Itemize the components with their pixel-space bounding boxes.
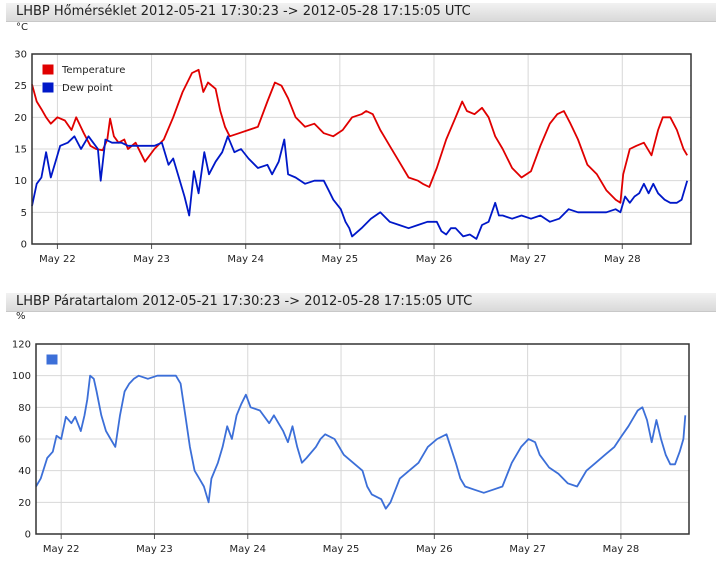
y-tick-label: 40 <box>18 466 31 477</box>
legend-swatch <box>41 81 55 94</box>
temperature-chart: 0 5 10 15 20 25 30 May 22 May 23 May 24 May 25 May … <box>14 50 692 265</box>
humidity-series-line <box>35 374 687 510</box>
temperature-series-temperature <box>31 68 688 204</box>
humidity-chart-panel: LHBP Páratartalom 2012-05-21 17:30:23 ->… <box>0 290 722 561</box>
temperature-y-unit: °C <box>16 22 28 33</box>
humidity-y-unit: % <box>16 311 26 322</box>
y-tick-label: 15 <box>14 145 27 156</box>
legend-label: Dew point <box>62 83 113 94</box>
y-tick-label: 20 <box>18 498 31 509</box>
plot-frame <box>35 343 690 535</box>
y-tick-label: 25 <box>14 81 27 92</box>
temperature-chart-panel: LHBP Hőmérséklet 2012-05-21 17:30:23 -> … <box>6 3 716 265</box>
x-tick-label: May 26 <box>416 544 453 555</box>
humidity-chart: 0 20 40 60 80 100 120 May 22 May 23 May 24 May 25 M… <box>12 340 690 555</box>
y-tick-label: 60 <box>18 435 31 446</box>
humidity-chart-title-bar: LHBP Páratartalom 2012-05-21 17:30:23 ->… <box>6 293 716 312</box>
humidity-legend <box>45 353 59 366</box>
y-tick-label: 10 <box>14 176 27 187</box>
temperature-chart-title-bar: LHBP Hőmérséklet 2012-05-21 17:30:23 -> … <box>6 3 716 22</box>
y-tick-label: 120 <box>12 340 31 351</box>
x-tick-label: May 23 <box>136 544 173 555</box>
legend-label: Temperature <box>61 65 125 76</box>
y-tick-label: 0 <box>25 530 31 541</box>
y-tick-label: 100 <box>12 371 31 382</box>
y-tick-label: 20 <box>14 113 27 124</box>
humidity-chart-title: LHBP Páratartalom 2012-05-21 17:30:23 ->… <box>16 294 473 309</box>
x-tick-label: May 23 <box>133 254 170 265</box>
legend-swatch <box>41 63 55 76</box>
x-tick-label: May 28 <box>603 544 640 555</box>
x-tick-label: May 22 <box>43 544 80 555</box>
x-tick-label: May 22 <box>39 254 76 265</box>
x-tick-label: May 28 <box>604 254 641 265</box>
x-tick-label: May 27 <box>509 544 546 555</box>
temperature-series-dew-point <box>31 135 689 240</box>
x-tick-label: May 24 <box>229 544 266 555</box>
y-tick-label: 30 <box>14 50 27 61</box>
y-tick-label: 80 <box>18 403 31 414</box>
temperature-chart-title: LHBP Hőmérséklet 2012-05-21 17:30:23 -> … <box>16 4 471 19</box>
y-tick-label: 5 <box>21 208 27 219</box>
plot-frame <box>31 53 692 245</box>
x-tick-label: May 25 <box>322 254 359 265</box>
y-tick-label: 0 <box>21 240 27 251</box>
x-tick-label: May 24 <box>227 254 264 265</box>
x-tick-label: May 27 <box>510 254 547 265</box>
temperature-legend: Temperature Dew point <box>41 63 125 94</box>
legend-swatch <box>45 353 59 366</box>
x-tick-label: May 26 <box>416 254 453 265</box>
x-tick-label: May 25 <box>323 544 360 555</box>
